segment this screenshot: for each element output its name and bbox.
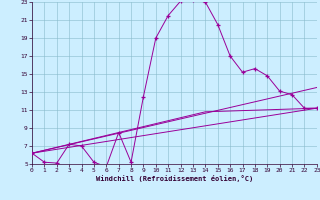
X-axis label: Windchill (Refroidissement éolien,°C): Windchill (Refroidissement éolien,°C) <box>96 175 253 182</box>
